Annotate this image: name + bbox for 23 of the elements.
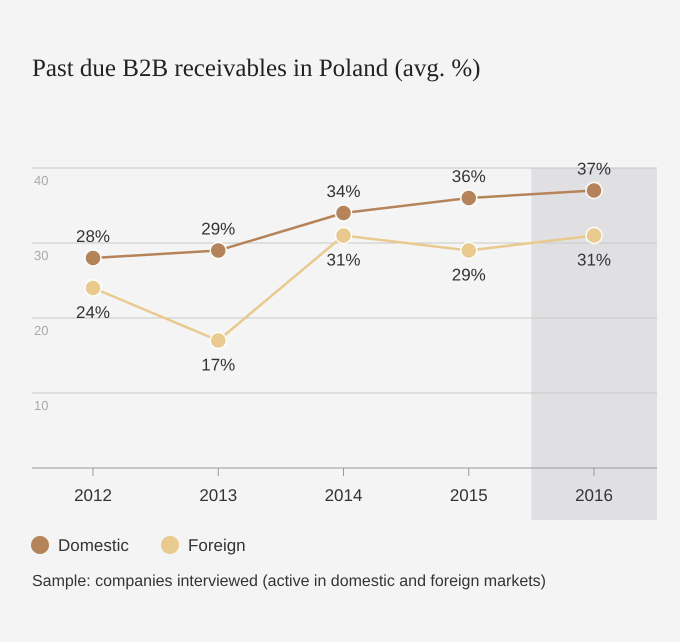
legend-label: Foreign [188,536,246,555]
legend-label: Domestic [58,536,130,555]
x-tick-label: 2016 [575,486,613,505]
data-label: 29% [452,266,486,284]
data-label: 31% [576,250,612,270]
data-label: 31% [326,250,361,270]
x-tick-label: 2013 [199,486,238,505]
data-label: 28% [76,227,110,246]
x-tick-label: 2012 [74,486,112,505]
y-tick-label: 10 [34,398,48,413]
data-label: 24% [76,303,110,322]
y-tick-label: 20 [34,323,48,338]
text: Sample: companies interviewed (active in domestic and foreign markets) [32,573,546,590]
data-label: 34% [326,182,361,201]
x-tick-label: 2014 [324,486,362,505]
data-label: 37% [576,160,612,178]
data-label: 36% [452,167,486,186]
x-tick-label: 2015 [450,486,488,505]
data-label: 17% [201,356,236,374]
data-label: 29% [201,220,236,238]
y-tick-label: 40 [34,173,48,188]
chart-title: Past due B2B receivables in Poland (avg. %) [32,55,481,82]
y-tick-label: 30 [34,248,48,263]
